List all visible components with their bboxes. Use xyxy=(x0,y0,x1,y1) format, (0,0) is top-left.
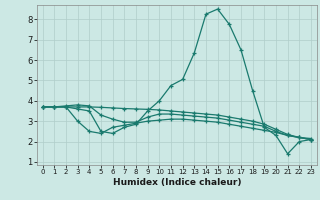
X-axis label: Humidex (Indice chaleur): Humidex (Indice chaleur) xyxy=(113,178,241,187)
